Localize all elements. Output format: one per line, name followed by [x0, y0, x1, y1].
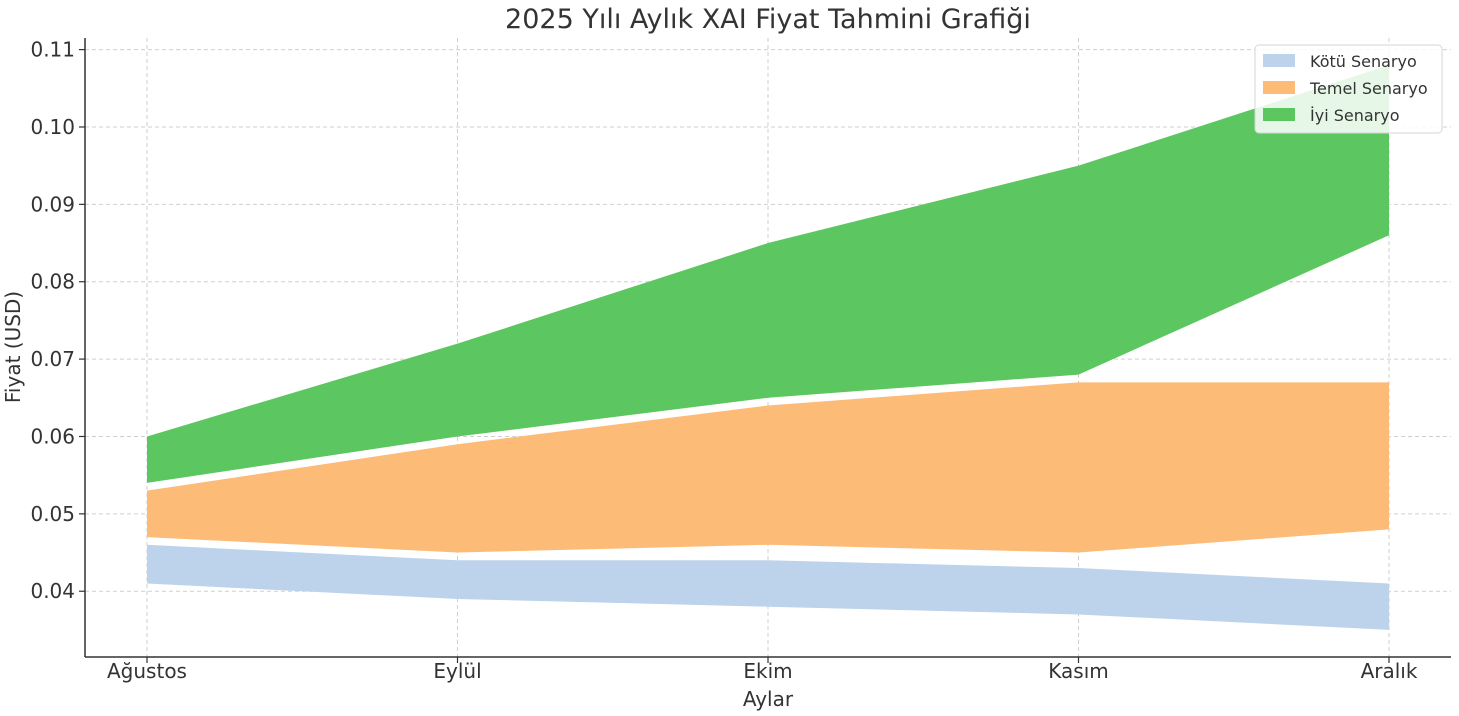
plot-areas	[147, 65, 1389, 630]
legend-swatch	[1263, 81, 1295, 94]
legend-swatch	[1263, 108, 1295, 121]
y-tick-label: 0.09	[30, 192, 75, 216]
area-series-2	[147, 65, 1389, 483]
y-tick-label: 0.10	[30, 115, 75, 139]
y-axis-title: Fiyat (USD)	[1, 291, 25, 403]
y-tick-label: 0.04	[30, 579, 75, 603]
ticks: 0.04 0.05 0.06 0.07 0.08 0.09 0.10 0.11 Ağustos E…	[30, 38, 1417, 683]
x-axis-title: Aylar	[743, 687, 794, 711]
x-tick-label: Eylül	[433, 659, 481, 683]
y-tick-label: 0.11	[30, 38, 75, 62]
y-tick-label: 0.08	[30, 270, 75, 294]
legend-box	[1254, 44, 1443, 134]
x-tick-label: Kasım	[1048, 659, 1108, 683]
chart-title: 2025 Yılı Aylık XAI Fiyat Tahmini Grafiğ…	[505, 4, 1031, 35]
legend-label: İyi Senaryo	[1310, 106, 1400, 125]
x-tick-label: Ağustos	[107, 659, 187, 683]
area-series-1	[147, 382, 1389, 553]
x-tick-label: Ekim	[743, 659, 792, 683]
legend-label: Temel Senaryo	[1309, 79, 1428, 98]
legend: Kötü Senaryo Temel Senaryo İyi Senaryo	[1254, 44, 1443, 134]
y-tick-label: 0.05	[30, 502, 75, 526]
legend-label: Kötü Senaryo	[1310, 52, 1417, 71]
x-tick-label: Aralık	[1361, 659, 1418, 683]
legend-swatch	[1263, 54, 1295, 67]
area-series-0	[147, 544, 1389, 630]
y-tick-label: 0.07	[30, 347, 75, 371]
y-tick-label: 0.06	[30, 424, 75, 448]
